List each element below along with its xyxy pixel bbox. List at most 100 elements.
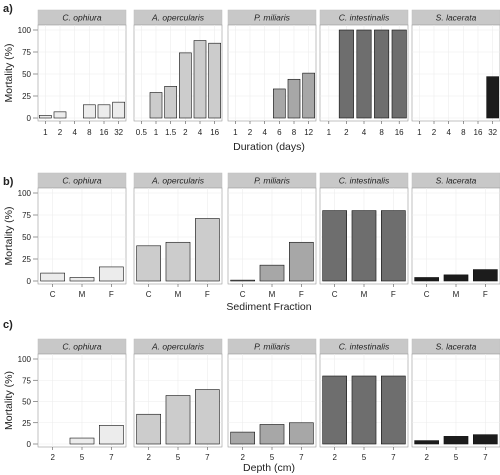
x-tick-label: M: [269, 290, 276, 299]
y-tick-label: 100: [18, 189, 32, 198]
bar-c-intestinalis-c: [322, 210, 347, 282]
x-tick-label: C: [146, 290, 152, 299]
facet-title-s-lacerata: S. lacerata: [436, 13, 477, 23]
x-tick-label: C: [50, 290, 56, 299]
x-tick-label: F: [109, 290, 114, 299]
x-tick-label: 16: [210, 128, 219, 137]
bar-a-opercularis-1-5: [164, 86, 177, 119]
bar-c-ophiura-32: [112, 101, 125, 119]
x-tick-label: 8: [292, 128, 297, 137]
x-tick-label: 7: [483, 453, 488, 462]
x-tick-label: 6: [277, 128, 282, 137]
x-tick-label: 5: [362, 453, 367, 462]
bar-c-ophiura-m: [69, 277, 95, 282]
bar-s-lacerata-7: [473, 434, 498, 445]
bar-a-opercularis-7: [195, 389, 220, 445]
x-tick-label: 32: [114, 128, 123, 137]
bar-s-lacerata-2: [414, 440, 439, 445]
x-axis-title: Depth (cm): [243, 462, 295, 474]
x-tick-label: 1: [233, 128, 238, 137]
x-tick-label: 5: [176, 453, 181, 462]
x-tick-label: C: [424, 290, 430, 299]
x-tick-label: M: [453, 290, 460, 299]
x-tick-label: 5: [270, 453, 275, 462]
x-tick-label: 4: [262, 128, 267, 137]
x-tick-label: F: [299, 290, 304, 299]
y-tick-label: 50: [22, 398, 31, 407]
y-tick-label: 0: [27, 440, 32, 449]
facet-title-a-opercularis: A. opercularis: [151, 176, 205, 186]
x-tick-label: 5: [80, 453, 85, 462]
bar-p-miliaris-m: [259, 264, 285, 282]
x-tick-label: 4: [446, 128, 451, 137]
x-tick-label: 4: [198, 128, 203, 137]
y-tick-label: 25: [22, 419, 31, 428]
facet-title-c-intestinalis: C. intestinalis: [339, 176, 390, 186]
x-tick-label: 32: [488, 128, 497, 137]
bar-c-ophiura-7: [99, 424, 124, 445]
panel-label: c): [3, 319, 13, 331]
x-tick-label: 0.5: [136, 128, 148, 137]
facet-title-c-ophiura: C. ophiura: [62, 13, 101, 23]
bar-p-miliaris-f: [289, 241, 314, 282]
bar-a-opercularis-5: [165, 395, 191, 445]
facet-title-c-ophiura: C. ophiura: [62, 176, 101, 186]
y-tick-label: 0: [27, 114, 32, 123]
y-tick-label: 0: [27, 277, 32, 286]
y-tick-label: 100: [18, 355, 32, 364]
bar-p-miliaris-7: [289, 422, 314, 445]
y-tick-label: 25: [22, 255, 31, 264]
bar-c-ophiura-16: [97, 104, 111, 119]
x-tick-label: 12: [304, 128, 313, 137]
x-tick-label: 7: [205, 453, 210, 462]
facet-title-a-opercularis: A. opercularis: [151, 13, 205, 23]
panel-label: a): [3, 3, 13, 15]
x-tick-label: 2: [146, 453, 151, 462]
bar-c-ophiura-f: [99, 266, 124, 282]
bar-c-ophiura-5: [69, 437, 95, 445]
bar-p-miliaris-2: [230, 431, 255, 445]
y-axis-title: Mortality (%): [3, 371, 15, 430]
bar-s-lacerata-c: [414, 277, 439, 282]
x-tick-label: 16: [395, 128, 404, 137]
x-tick-label: 4: [72, 128, 77, 137]
x-tick-label: 5: [454, 453, 459, 462]
bar-c-ophiura-2: [53, 111, 67, 119]
bar-c-intestinalis-f: [381, 210, 406, 282]
x-tick-label: 16: [474, 128, 483, 137]
facet-title-c-intestinalis: C. intestinalis: [339, 13, 390, 23]
bar-c-intestinalis-16: [391, 29, 407, 119]
x-tick-label: 1: [327, 128, 332, 137]
bar-s-lacerata-f: [473, 269, 498, 282]
facet-title-s-lacerata: S. lacerata: [436, 342, 477, 352]
panel-label: b): [3, 176, 14, 188]
facet-panel-a-opercularis: [133, 24, 223, 122]
bar-p-miliaris-c: [230, 279, 255, 282]
x-tick-label: M: [79, 290, 86, 299]
x-tick-label: 2: [183, 128, 188, 137]
bar-c-intestinalis-2: [322, 375, 347, 445]
x-tick-label: 8: [461, 128, 466, 137]
facet-title-p-miliaris: P. miliaris: [254, 176, 290, 186]
bar-s-lacerata-5: [443, 436, 469, 445]
bar-p-miliaris-8: [287, 78, 301, 119]
x-tick-label: 8: [87, 128, 92, 137]
facet-title-a-opercularis: A. opercularis: [151, 342, 205, 352]
bar-c-intestinalis-5: [351, 375, 377, 445]
x-tick-label: 1: [43, 128, 48, 137]
x-tick-label: C: [332, 290, 338, 299]
x-tick-label: 2: [432, 128, 437, 137]
bar-a-opercularis-16: [208, 42, 221, 119]
facet-title-c-intestinalis: C. intestinalis: [339, 342, 390, 352]
x-tick-label: C: [240, 290, 246, 299]
x-tick-label: M: [361, 290, 368, 299]
x-tick-label: 7: [299, 453, 304, 462]
bar-s-lacerata-m: [443, 274, 469, 282]
y-tick-label: 75: [22, 48, 31, 57]
bar-a-opercularis-m: [165, 241, 191, 282]
y-tick-label: 50: [22, 233, 31, 242]
facet-panel-s-lacerata: [411, 24, 500, 122]
bar-a-opercularis-c: [136, 245, 161, 282]
x-tick-label: 4: [362, 128, 367, 137]
